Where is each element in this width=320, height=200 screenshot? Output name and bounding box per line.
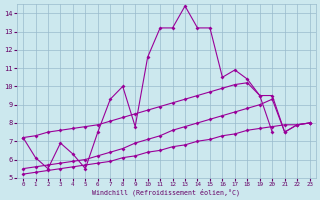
X-axis label: Windchill (Refroidissement éolien,°C): Windchill (Refroidissement éolien,°C) (92, 188, 240, 196)
